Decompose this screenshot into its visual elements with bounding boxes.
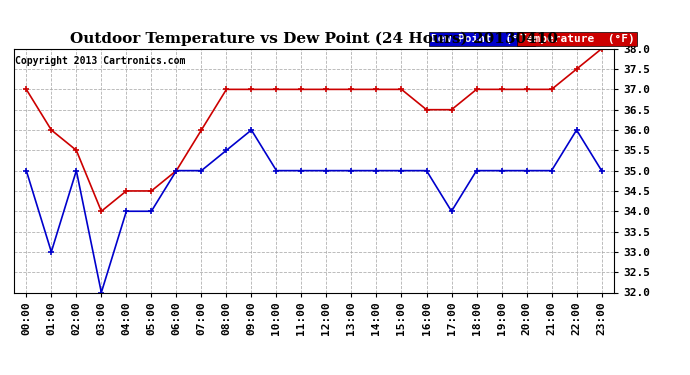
Text: Temperature  (°F): Temperature (°F) (520, 34, 635, 44)
Title: Outdoor Temperature vs Dew Point (24 Hours) 20130410: Outdoor Temperature vs Dew Point (24 Hou… (70, 32, 558, 46)
Text: Dew Point  (°F): Dew Point (°F) (431, 34, 532, 44)
Text: Copyright 2013 Cartronics.com: Copyright 2013 Cartronics.com (15, 56, 186, 66)
